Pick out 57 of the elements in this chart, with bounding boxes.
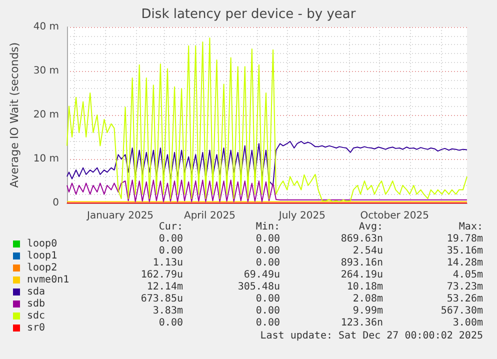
- text: Cur:: [158, 222, 183, 232]
- text: 35.16m: [446, 246, 483, 256]
- x-tick-label: April 2025: [184, 210, 236, 222]
- legend-label: sda: [27, 286, 46, 298]
- text: 673.85u: [140, 294, 183, 304]
- text: 0.00: [256, 306, 280, 316]
- text: Avg:: [358, 222, 383, 232]
- text: 12.14m: [146, 282, 183, 292]
- text: 567.30m: [440, 306, 483, 316]
- y-axis-title: Average IO Wait (seconds): [8, 42, 21, 188]
- text: 10.18m: [346, 282, 383, 292]
- text: 69.49u: [244, 270, 280, 280]
- legend-label: loop2: [27, 262, 58, 274]
- text: 305.48u: [238, 282, 280, 292]
- y-tick-label: 20 m: [33, 110, 59, 120]
- text: 0.00: [256, 246, 280, 256]
- text: 9.99m: [352, 306, 383, 316]
- y-tick-label: 40 m: [33, 22, 59, 32]
- text: 893.16n: [340, 258, 383, 268]
- text: 0.00: [158, 234, 183, 244]
- line-series: [66, 140, 468, 186]
- text: Min:: [256, 222, 280, 232]
- text: 0.00: [256, 318, 280, 328]
- text: 14.28m: [446, 258, 483, 268]
- text: Max:: [458, 222, 483, 232]
- text: 123.36n: [340, 318, 383, 328]
- text: 0.00: [158, 246, 183, 256]
- legend-label: sdc: [27, 310, 46, 322]
- text: 19.78m: [446, 234, 483, 244]
- text: 3.83m: [152, 306, 183, 316]
- text: 162.79u: [140, 270, 183, 280]
- legend-label: loop0: [27, 238, 58, 250]
- text: 869.63n: [340, 234, 383, 244]
- text: 0.00: [256, 258, 280, 268]
- legend-label: loop1: [27, 250, 58, 262]
- text: Last update: Sat Dec 27 00:00:02 2025: [260, 330, 483, 342]
- x-tick-label: January 2025: [86, 210, 154, 222]
- x-tick-label: July 2025: [278, 210, 326, 222]
- x-tick-label: October 2025: [360, 210, 429, 222]
- text: 4.05m: [452, 270, 483, 280]
- text: 0.00: [256, 234, 280, 244]
- text: 3.00m: [452, 318, 483, 328]
- y-tick-label: 10 m: [33, 154, 59, 164]
- text: 2.54u: [352, 246, 383, 256]
- legend-label: sdb: [27, 298, 46, 310]
- text: 264.19u: [340, 270, 383, 280]
- chart-title: Disk latency per device - by year: [141, 7, 356, 22]
- text: 1.13u: [152, 258, 183, 268]
- text: 0.00: [256, 294, 280, 304]
- y-tick-label: 0: [52, 198, 59, 208]
- text: 73.23m: [446, 282, 483, 292]
- text: 53.26m: [446, 294, 483, 304]
- y-tick-label: 30 m: [33, 66, 59, 76]
- text: 2.08m: [352, 294, 383, 304]
- legend-label: nvme0n1: [27, 274, 70, 286]
- text: 0.00: [158, 318, 183, 328]
- legend-label: sr0: [27, 322, 46, 334]
